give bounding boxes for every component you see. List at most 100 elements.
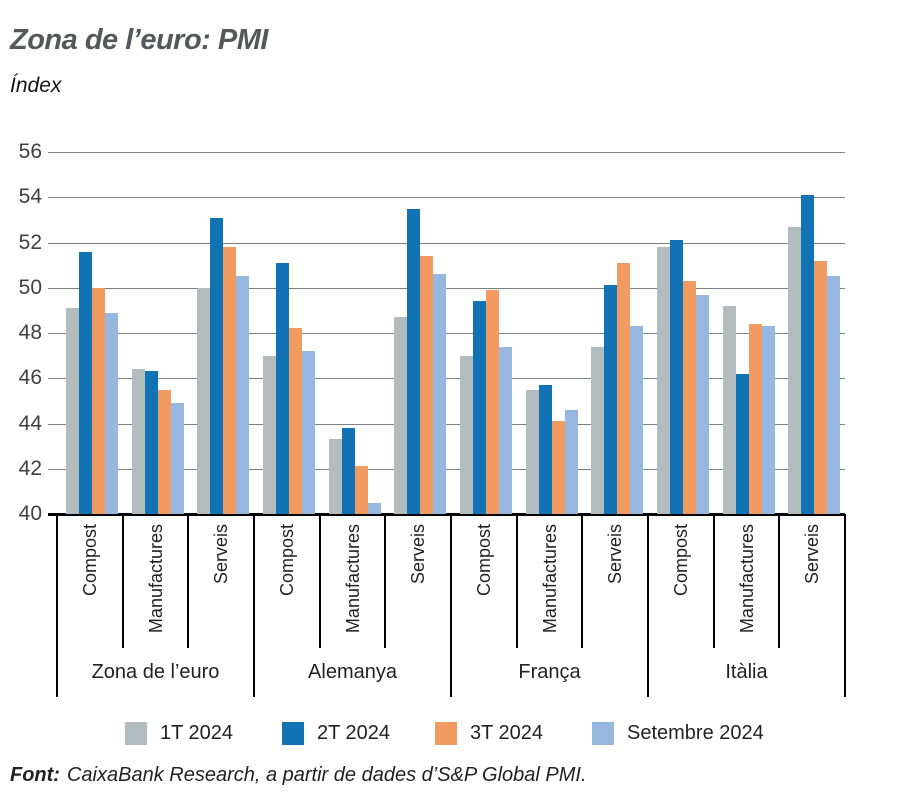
bar-1T-2024-g11	[788, 226, 802, 514]
legend-item: Setembre 2024	[592, 722, 764, 745]
category-label: Serveis	[605, 524, 626, 585]
y-tick-label: 42	[18, 456, 42, 480]
category-separator	[712, 514, 715, 648]
region-separator	[844, 514, 846, 697]
bar-Setembre-2024-g2	[236, 276, 250, 514]
bar-3T-2024-g10	[748, 323, 762, 514]
category-separator	[778, 514, 781, 648]
bar-2T-2024-g3	[275, 262, 289, 514]
bar-1T-2024-g4	[328, 439, 342, 514]
legend-swatch	[435, 722, 457, 745]
category-label: Serveis	[408, 524, 429, 585]
legend-swatch	[282, 722, 304, 745]
category-separator	[384, 514, 387, 648]
gridline	[48, 197, 845, 199]
bar-3T-2024-g1	[157, 389, 171, 514]
legend-item: 1T 2024	[125, 722, 233, 745]
source-label: Font:	[10, 764, 60, 786]
bar-3T-2024-g2	[223, 247, 237, 514]
bar-Setembre-2024-g10	[761, 326, 775, 514]
bar-1T-2024-g8	[591, 346, 605, 514]
source-text: CaixaBank Research, a partir de dades d’…	[66, 764, 587, 786]
category-label: Compost	[79, 524, 100, 597]
bar-3T-2024-g8	[617, 262, 631, 514]
category-label: Manufactures	[539, 524, 560, 634]
bar-Setembre-2024-g8	[630, 326, 644, 514]
bar-Setembre-2024-g11	[827, 276, 841, 514]
category-label: Compost	[276, 524, 297, 597]
category-label: Serveis	[802, 524, 823, 585]
bar-3T-2024-g6	[485, 290, 499, 514]
region-separator	[56, 514, 58, 697]
legend-label: 2T 2024	[317, 722, 391, 744]
region-separator	[253, 514, 255, 697]
bar-Setembre-2024-g3	[301, 351, 315, 514]
category-separator	[187, 514, 190, 648]
bar-2T-2024-g6	[472, 301, 486, 514]
bar-2T-2024-g2	[210, 217, 224, 514]
chart-subtitle: Índex	[10, 74, 62, 97]
bar-3T-2024-g11	[814, 260, 828, 514]
y-tick-label: 46	[18, 366, 42, 390]
bar-2T-2024-g7	[538, 385, 552, 514]
bar-Setembre-2024-g0	[104, 312, 118, 514]
x-axis-line	[48, 513, 845, 516]
bar-2T-2024-g5	[407, 208, 421, 514]
legend-swatch	[125, 722, 147, 745]
bar-1T-2024-g7	[525, 389, 539, 514]
bar-3T-2024-g0	[91, 287, 105, 514]
bar-2T-2024-g8	[604, 285, 618, 514]
bar-2T-2024-g4	[341, 428, 355, 514]
category-separator	[318, 514, 321, 648]
legend-label: 3T 2024	[470, 722, 544, 744]
y-tick-label: 40	[18, 502, 42, 525]
gridline	[48, 468, 845, 470]
bar-1T-2024-g5	[394, 317, 408, 514]
bar-Setembre-2024-g4	[367, 502, 381, 514]
category-label: Compost	[670, 524, 691, 597]
category-label: Compost	[473, 524, 494, 597]
y-tick-label: 54	[18, 185, 42, 209]
category-separator	[121, 514, 124, 648]
bar-3T-2024-g9	[682, 280, 696, 514]
category-label: Manufactures	[736, 524, 757, 634]
bar-Setembre-2024-g9	[695, 294, 709, 514]
legend: 1T 2024 2T 2024 3T 2024 Setembre 2024	[0, 722, 900, 750]
region-label: Itàlia	[725, 661, 768, 683]
bar-3T-2024-g5	[420, 256, 434, 514]
bar-1T-2024-g9	[656, 247, 670, 514]
chart-title: Zona de l’euro: PMI	[10, 24, 268, 56]
bar-Setembre-2024-g6	[498, 346, 512, 514]
bar-1T-2024-g0	[65, 308, 79, 514]
bar-3T-2024-g4	[354, 466, 368, 514]
y-tick-label: 50	[18, 275, 42, 299]
category-separator	[515, 514, 518, 648]
gridline	[48, 333, 845, 334]
region-label: Alemanya	[308, 661, 397, 683]
region-label: França	[518, 661, 581, 683]
category-label: Manufactures	[342, 524, 363, 634]
bar-3T-2024-g7	[551, 421, 565, 514]
category-separator	[581, 514, 584, 648]
legend-label: 1T 2024	[160, 722, 234, 744]
bar-Setembre-2024-g7	[564, 409, 578, 514]
legend-label: Setembre 2024	[627, 722, 764, 744]
y-tick-label: 56	[18, 140, 42, 163]
bar-1T-2024-g3	[262, 355, 276, 514]
y-tick-label: 48	[18, 321, 42, 344]
bar-2T-2024-g11	[801, 194, 815, 514]
bar-3T-2024-g3	[288, 328, 302, 514]
gridline	[48, 287, 845, 289]
bar-Setembre-2024-g1	[170, 403, 184, 514]
bar-2T-2024-g9	[669, 240, 683, 514]
gridline	[48, 152, 845, 153]
gridline	[48, 242, 845, 244]
region-separator	[450, 514, 452, 697]
bar-1T-2024-g2	[197, 287, 211, 514]
gridline	[48, 423, 845, 425]
category-label: Serveis	[211, 524, 232, 585]
category-label: Manufactures	[145, 524, 166, 634]
legend-item: 2T 2024	[282, 722, 390, 745]
bar-Setembre-2024-g5	[433, 274, 447, 514]
